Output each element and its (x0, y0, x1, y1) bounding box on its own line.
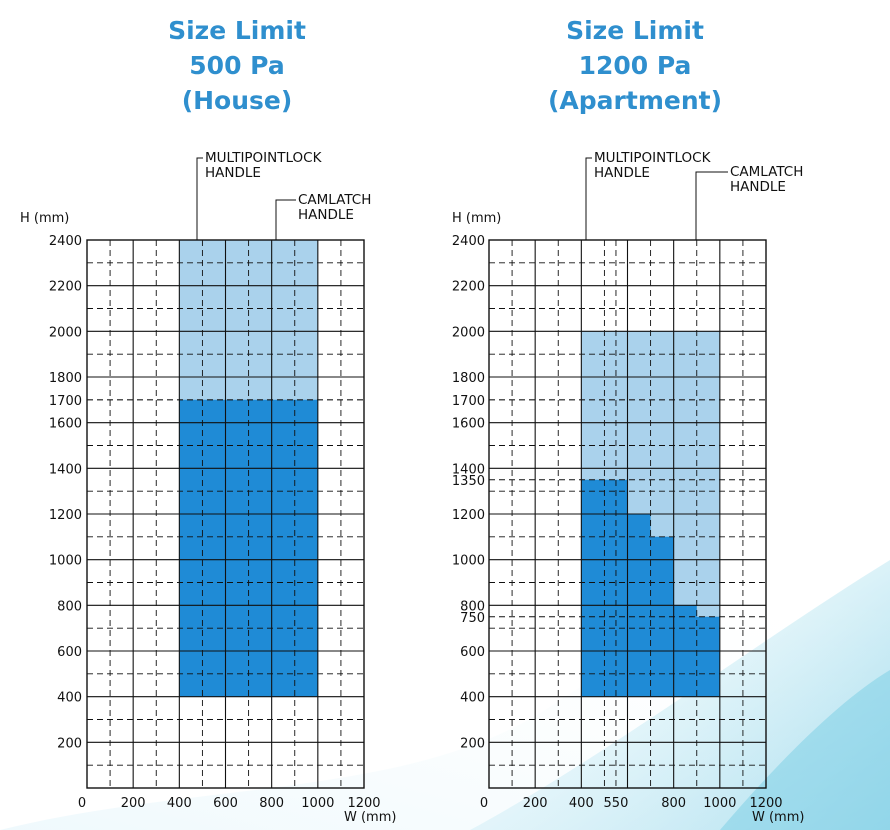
x-tick-label: 200 (523, 796, 548, 811)
y-tick-label: 2200 (452, 280, 485, 295)
y-tick-label: 750 (460, 611, 485, 626)
y-tick-label: 400 (460, 691, 485, 706)
series-callout-line (585, 157, 592, 240)
y-axis-title: H (mm) (452, 211, 501, 226)
series-label: MULTIPOINTLOCK (594, 150, 712, 166)
title-line: Size Limit (168, 16, 306, 45)
series-label: CAMLATCH (298, 192, 371, 208)
x-tick-label: 800 (661, 796, 686, 811)
chart-house: 2004006008001000120014001600170018002000… (20, 150, 396, 825)
x-tick-label: 0 (78, 796, 86, 811)
title-line: (House) (181, 86, 293, 115)
y-tick-label: 1000 (452, 554, 485, 569)
plot-frame (86, 239, 365, 789)
title-line: Size Limit (566, 16, 704, 45)
chart-title-apartment: Size Limit 1200 Pa (Apartment) (505, 13, 765, 118)
y-tick-label: 600 (460, 645, 485, 660)
x-tick-label: 550 (604, 796, 629, 811)
x-tick-label: 400 (569, 796, 594, 811)
y-tick-label: 1400 (452, 462, 485, 477)
series-label: HANDLE (594, 165, 650, 181)
y-tick-label: 2200 (49, 280, 82, 295)
series-label: MULTIPOINTLOCK (205, 150, 323, 166)
title-line: 1200 Pa (578, 51, 692, 80)
series-callout-line (196, 157, 203, 240)
y-tick-label: 400 (57, 691, 82, 706)
y-tick-label: 1700 (49, 394, 82, 409)
y-tick-label: 1350 (452, 474, 485, 489)
y-tick-label: 800 (57, 599, 82, 614)
series-label: HANDLE (205, 165, 261, 181)
y-tick-label: 1200 (452, 508, 485, 523)
series-label: CAMLATCH (730, 164, 803, 180)
plot-frame (488, 239, 767, 789)
x-tick-label: 1200 (347, 796, 380, 811)
title-line: (Apartment) (548, 86, 722, 115)
y-tick-label: 1800 (452, 371, 485, 386)
y-tick-label: 1400 (49, 462, 82, 477)
x-tick-label: 200 (121, 796, 146, 811)
series-callout-line (695, 171, 728, 240)
chart-title-house: Size Limit 500 Pa (House) (107, 13, 367, 118)
region-camlatch-handle (179, 399, 318, 697)
y-tick-label: 800 (460, 599, 485, 614)
y-tick-label: 2000 (452, 325, 485, 340)
y-tick-label: 1600 (452, 417, 485, 432)
y-tick-label: 1700 (452, 394, 485, 409)
x-tick-label: 400 (167, 796, 192, 811)
y-tick-label: 600 (57, 645, 82, 660)
x-tick-label: 1200 (749, 796, 782, 811)
y-tick-label: 2000 (49, 325, 82, 340)
y-tick-label: 1800 (49, 371, 82, 386)
y-axis-title: H (mm) (20, 211, 69, 226)
series-label: HANDLE (730, 179, 786, 195)
x-tick-label: 800 (259, 796, 284, 811)
x-axis-title: W (mm) (752, 810, 804, 825)
y-tick-label: 2400 (49, 234, 82, 249)
y-tick-label: 1000 (49, 554, 82, 569)
y-tick-label: 1200 (49, 508, 82, 523)
title-line: 500 Pa (189, 51, 285, 80)
x-tick-label: 1000 (301, 796, 334, 811)
x-tick-label: 0 (480, 796, 488, 811)
series-label: HANDLE (298, 207, 354, 223)
x-tick-label: 600 (213, 796, 238, 811)
x-axis-title: W (mm) (344, 810, 396, 825)
x-tick-label: 1000 (703, 796, 736, 811)
y-tick-label: 2400 (452, 234, 485, 249)
series-callout-line (275, 199, 296, 240)
y-tick-label: 200 (460, 736, 485, 751)
y-tick-label: 200 (57, 736, 82, 751)
y-tick-label: 1600 (49, 417, 82, 432)
